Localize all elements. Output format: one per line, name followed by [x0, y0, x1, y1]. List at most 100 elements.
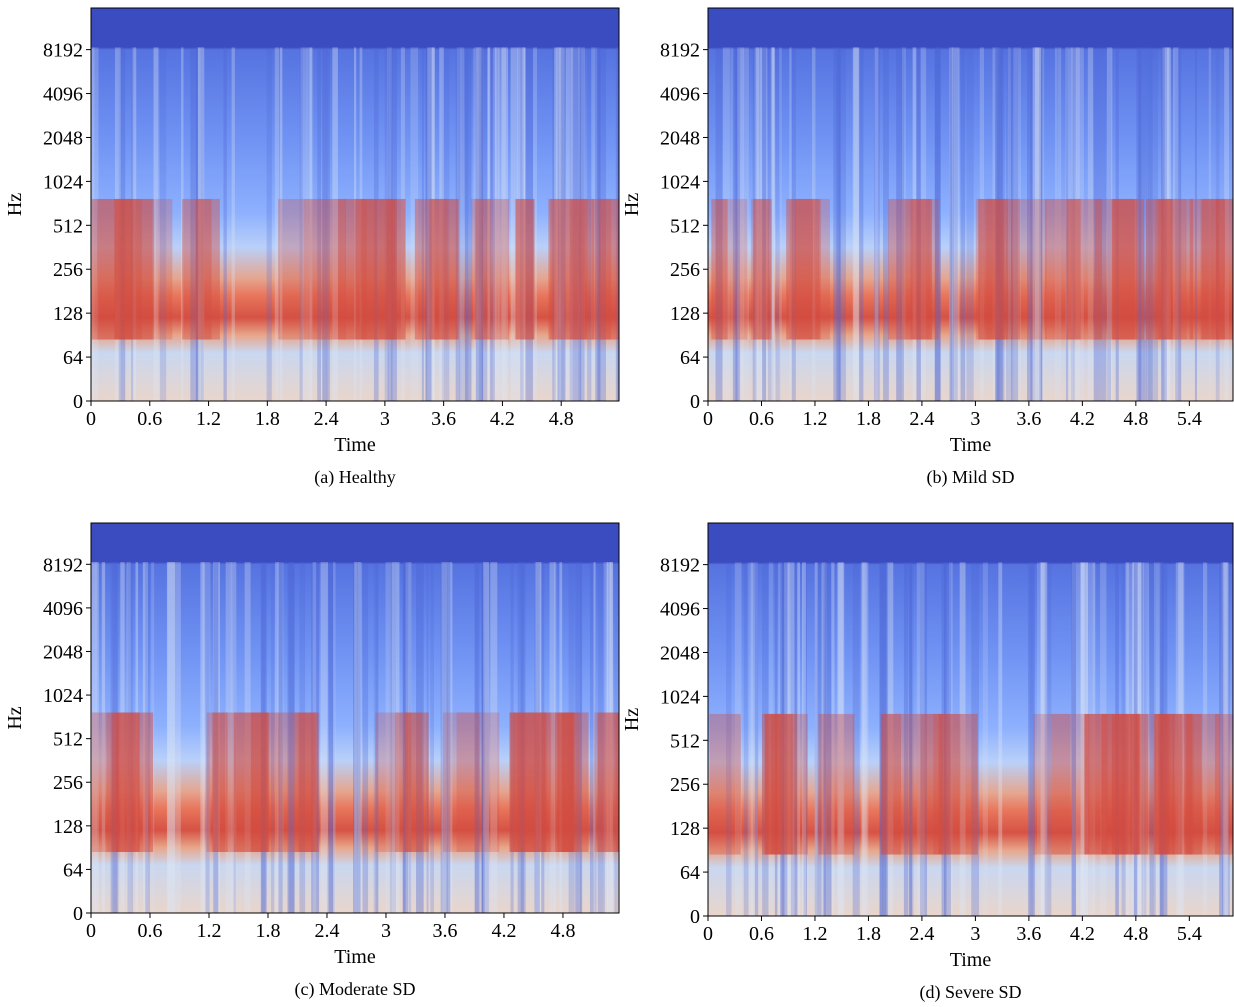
texture-stripe [852, 562, 860, 916]
texture-syllable [543, 712, 581, 852]
texture-stripe [817, 562, 822, 916]
texture-stripe [153, 47, 159, 401]
texture-syllable [591, 198, 619, 340]
texture-stripe [874, 47, 880, 401]
texture-stripe [328, 562, 333, 913]
texture-stripe [837, 562, 844, 916]
texture-stripe [197, 47, 204, 401]
x-tick-label: 3 [380, 408, 390, 430]
y-tick-label: 4096 [43, 84, 83, 106]
texture-syllable [97, 198, 142, 340]
texture-stripe [266, 47, 272, 401]
texture-syllable [456, 712, 500, 852]
texture-stripe [487, 47, 490, 401]
texture-stripe [730, 47, 734, 401]
texture-stripe [195, 47, 200, 401]
texture-stripe [1141, 562, 1147, 916]
texture-stripe [549, 562, 555, 913]
texture-stripe [1071, 562, 1077, 916]
texture-stripe [416, 562, 424, 913]
texture-syllable [1066, 198, 1103, 340]
texture-stripe [91, 47, 95, 401]
texture-syllable [1135, 713, 1153, 855]
texture-stripe [389, 562, 396, 913]
texture-stripe [597, 47, 600, 401]
texture-stripe [1044, 562, 1052, 916]
texture-syllable [978, 198, 1013, 340]
x-axis-label: Time [334, 434, 376, 456]
texture-syllable [294, 712, 316, 852]
texture-stripe [941, 562, 945, 916]
texture-stripe [1222, 562, 1230, 916]
texture-syllable [1084, 713, 1129, 855]
texture-syllable [344, 198, 367, 340]
spectrogram-background [708, 523, 1233, 916]
y-tick-label: 2048 [43, 127, 83, 149]
texture-stripe [1038, 47, 1045, 401]
texture-stripe [317, 47, 322, 401]
x-tick-label: 0 [86, 408, 96, 430]
texture-stripe [754, 47, 760, 401]
texture-syllable [915, 713, 943, 855]
y-tick-label: 256 [670, 774, 700, 796]
texture-stripe [305, 47, 309, 401]
texture-stripe [862, 562, 867, 916]
texture-syllable [888, 198, 933, 340]
texture-stripe [982, 562, 988, 916]
texture-syllable [1111, 713, 1141, 855]
y-tick-label: 4096 [660, 599, 700, 621]
x-tick-label: 1.2 [196, 408, 221, 430]
texture-syllable [155, 198, 173, 340]
texture-stripe [1138, 47, 1146, 401]
texture-stripe [390, 47, 397, 401]
texture-stripe [587, 47, 592, 401]
texture-stripe [553, 562, 557, 913]
x-tick-label: 4.8 [550, 920, 575, 942]
x-tick-label: 4.2 [1070, 408, 1095, 430]
texture-syllable [91, 198, 132, 340]
texture-stripe [1164, 47, 1171, 401]
texture-stripe [332, 562, 336, 913]
x-tick-label: 0 [86, 920, 96, 942]
texture-stripe [373, 47, 379, 401]
texture-stripe [112, 562, 119, 913]
texture-stripe [768, 562, 774, 916]
y-tick-label: 2048 [660, 127, 700, 149]
texture-stripe [781, 562, 786, 916]
texture-stripe [373, 562, 379, 913]
texture-stripe [770, 47, 775, 401]
texture-syllable [880, 713, 901, 855]
texture-stripe [405, 562, 412, 913]
texture-stripe [802, 562, 806, 916]
texture-stripe [1080, 562, 1088, 916]
texture-stripe [1194, 47, 1197, 401]
y-tick-label: 1024 [43, 685, 83, 707]
texture-stripe [1027, 47, 1033, 401]
x-tick-label: 3.6 [1016, 923, 1041, 945]
y-tick-label: 2048 [660, 642, 700, 664]
texture-stripe [949, 47, 953, 401]
caption: (c) Moderate SD [295, 979, 416, 1000]
y-tick-label: 0 [73, 903, 83, 925]
texture-stripe [811, 47, 816, 401]
y-tick-label: 64 [680, 862, 700, 884]
x-tick-label: 3 [970, 923, 980, 945]
texture-stripe [591, 47, 598, 401]
texture-stripe [838, 47, 846, 401]
texture-syllable [474, 198, 510, 340]
texture-stripe [879, 562, 887, 916]
x-tick-label: 3 [381, 920, 391, 942]
y-tick-label: 128 [53, 303, 83, 325]
x-tick-label: 4.8 [1123, 408, 1148, 430]
texture-stripe [160, 47, 167, 401]
texture-stripe [734, 562, 742, 916]
texture-stripe [597, 562, 606, 913]
x-tick-label: 1.8 [856, 923, 881, 945]
texture-stripe [557, 47, 565, 401]
texture-stripe [498, 47, 506, 401]
texture-stripe [760, 47, 768, 401]
texture-syllable [750, 198, 769, 340]
texture-syllable [471, 198, 491, 340]
texture-stripe [441, 562, 448, 913]
texture-stripe [735, 47, 741, 401]
